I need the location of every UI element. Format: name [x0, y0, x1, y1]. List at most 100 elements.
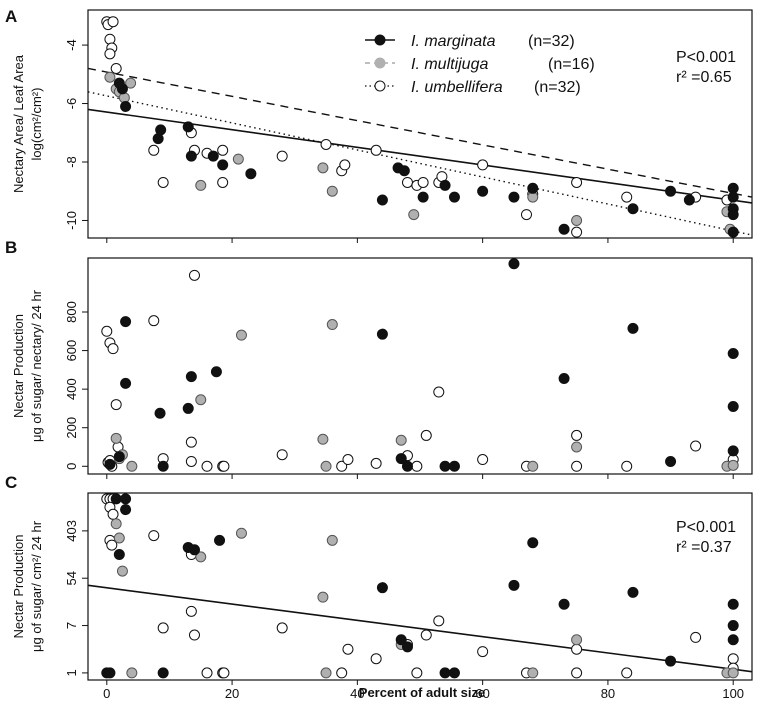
point-marginata	[104, 667, 116, 679]
legend-marker-open	[374, 80, 386, 92]
point-multijuga	[235, 527, 247, 539]
point-marginata	[398, 165, 410, 177]
point-umbellifera	[690, 440, 702, 452]
point-umbellifera	[621, 191, 633, 203]
y-tick-label: -8	[64, 156, 79, 168]
point-marginata	[727, 634, 739, 646]
plot-area	[88, 16, 752, 238]
point-marginata	[727, 620, 739, 632]
panel-c: C 1 7 54 403 Nectar Production μg of sugar/ cm…	[5, 473, 753, 701]
point-marginata	[508, 579, 520, 591]
point-marginata	[627, 322, 639, 334]
y-axis-label-line: Nectar Production	[11, 314, 26, 418]
point-umbellifera	[185, 455, 197, 467]
point-marginata	[477, 185, 489, 197]
point-umbellifera	[571, 429, 583, 441]
point-multijuga	[232, 153, 244, 165]
x-tick-label: 60	[475, 686, 489, 701]
legend-count-umbellifera: (n=32)	[534, 79, 581, 96]
point-umbellifera	[411, 460, 423, 472]
point-umbellifera	[342, 454, 354, 466]
legend-species-umbellifera: I. umbellifera	[411, 79, 503, 96]
y-tick-label: 800	[64, 301, 79, 323]
point-marginata	[110, 493, 122, 505]
legend: I. marginata (n=32) I. multijuga (n=16) …	[365, 33, 595, 96]
point-marginata	[376, 582, 388, 594]
point-marginata	[448, 191, 460, 203]
point-umbellifera	[433, 386, 445, 398]
point-marginata	[448, 667, 460, 679]
point-umbellifera	[320, 138, 332, 150]
point-umbellifera	[157, 622, 169, 634]
point-umbellifera	[185, 605, 197, 617]
point-multijuga	[395, 434, 407, 446]
plot-frame	[87, 492, 753, 681]
point-umbellifera	[104, 33, 116, 45]
legend-count-multijuga: (n=16)	[548, 56, 595, 73]
point-umbellifera	[420, 429, 432, 441]
point-multijuga	[571, 441, 583, 453]
point-umbellifera	[342, 643, 354, 655]
point-marginata	[185, 371, 197, 383]
point-multijuga	[110, 518, 122, 530]
point-marginata	[185, 150, 197, 162]
point-marginata	[214, 534, 226, 546]
point-umbellifera	[148, 144, 160, 156]
stat-text: P<0.001	[676, 49, 736, 66]
point-multijuga	[104, 71, 116, 83]
point-umbellifera	[420, 629, 432, 641]
point-multijuga	[195, 394, 207, 406]
y-axis-label-line: Nectary Area/ Leaf Area	[11, 54, 26, 193]
regression-line-solid	[88, 108, 752, 204]
point-umbellifera	[217, 176, 229, 188]
point-umbellifera	[690, 631, 702, 643]
point-marginata	[508, 191, 520, 203]
point-marginata	[508, 258, 520, 270]
point-multijuga	[320, 667, 332, 679]
point-marginata	[665, 655, 677, 667]
point-marginata	[376, 194, 388, 206]
regression-line-solid	[88, 584, 752, 673]
point-multijuga	[571, 214, 583, 226]
y-tick-label: 1	[64, 669, 79, 676]
point-umbellifera	[185, 436, 197, 448]
point-umbellifera	[148, 315, 160, 327]
point-marginata	[727, 191, 739, 203]
point-marginata	[188, 544, 200, 556]
point-marginata	[448, 460, 460, 472]
point-marginata	[120, 316, 132, 328]
y-axis-label-line: log(cm²/cm²)	[29, 88, 44, 161]
point-umbellifera	[157, 176, 169, 188]
legend-entry-marginata: I. marginata (n=32)	[365, 33, 575, 50]
y-tick-label: 7	[64, 622, 79, 629]
point-multijuga	[116, 565, 128, 577]
point-multijuga	[126, 667, 138, 679]
point-marginata	[395, 453, 407, 465]
plot-frame	[87, 257, 753, 475]
point-multijuga	[326, 185, 338, 197]
panel-a: A -4 -6 -8 -10 Nectary Area/ Leaf Area log(cm²…	[5, 7, 753, 243]
legend-marker-grey	[374, 57, 386, 69]
point-multijuga	[408, 209, 420, 221]
point-umbellifera	[571, 460, 583, 472]
point-multijuga	[110, 432, 122, 444]
point-marginata	[376, 328, 388, 340]
point-marginata	[210, 366, 222, 378]
point-umbellifera	[477, 159, 489, 171]
point-umbellifera	[571, 667, 583, 679]
point-marginata	[727, 445, 739, 457]
x-tick-label: 0	[103, 686, 110, 701]
point-umbellifera	[217, 144, 229, 156]
point-umbellifera	[571, 176, 583, 188]
point-multijuga	[113, 532, 125, 544]
regression-line-dashed	[88, 67, 752, 198]
point-umbellifera	[621, 460, 633, 472]
x-tick-label: 40	[350, 686, 364, 701]
point-marginata	[558, 373, 570, 385]
point-marginata	[727, 598, 739, 610]
point-marginata	[245, 168, 257, 180]
legend-species-marginata: I. marginata	[411, 33, 496, 50]
legend-marker-black	[374, 34, 386, 46]
point-marginata	[665, 455, 677, 467]
